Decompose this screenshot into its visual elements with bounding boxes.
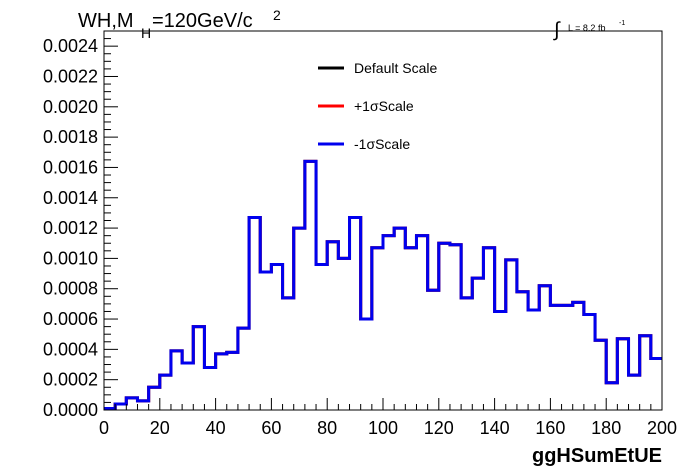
- luminosity-label: ∫ L = 8.2 fb -1: [553, 19, 625, 41]
- y-tick-label: 0.0020: [43, 97, 98, 117]
- series-line-3: [104, 159, 662, 410]
- luminosity-superscript: -1: [619, 20, 625, 27]
- x-tick-label: 80: [317, 418, 337, 438]
- luminosity-text: L = 8.2 fb: [568, 23, 605, 33]
- y-tick-label: 0.0024: [43, 36, 98, 56]
- legend-entry: +1σScale: [354, 98, 414, 114]
- y-tick-label: 0.0022: [43, 66, 98, 86]
- x-tick-label: 120: [424, 418, 454, 438]
- legend-entry: Default Scale: [354, 60, 437, 76]
- x-axis-label: ggHSumEtUE: [532, 445, 662, 467]
- y-tick-label: 0.0000: [43, 400, 98, 420]
- y-axis: 0.0000 0.0002 0.0004 0.0006 0.0008 0.0010 0.00…: [43, 30, 118, 420]
- x-tick-label: 40: [206, 418, 226, 438]
- x-tick-label: 100: [368, 418, 398, 438]
- y-tick-label: 0.0004: [43, 339, 98, 359]
- y-tick-label: 0.0018: [43, 127, 98, 147]
- x-tick-label: 180: [591, 418, 621, 438]
- y-tick-label: 0.0006: [43, 309, 98, 329]
- y-tick-label: 0.0010: [43, 248, 98, 268]
- x-tick-label: 60: [261, 418, 281, 438]
- legend: Default Scale +1σScale -1σScale: [318, 60, 437, 152]
- y-tick-label: 0.0002: [43, 370, 98, 390]
- x-tick-label: 160: [535, 418, 565, 438]
- title-superscript: 2: [273, 7, 281, 23]
- y-tick-label: 0.0014: [43, 188, 98, 208]
- y-tick-label: 0.0008: [43, 279, 98, 299]
- x-tick-label: 140: [480, 418, 510, 438]
- chart-title: WH,M H =120GeV/c 2: [78, 7, 281, 41]
- integral-symbol: ∫: [553, 19, 561, 41]
- y-tick-label: 0.0012: [43, 218, 98, 238]
- legend-entry: -1σScale: [354, 136, 410, 152]
- x-tick-label: 200: [647, 418, 677, 438]
- title-rest: =120GeV/c: [152, 10, 253, 32]
- x-tick-label: 20: [150, 418, 170, 438]
- title-subscript: H: [141, 25, 151, 41]
- y-tick-label: 0.0016: [43, 157, 98, 177]
- x-axis: 0 20 40 60 80 100 120 140 160 180 200: [99, 398, 677, 438]
- series-layer: [104, 159, 662, 410]
- x-tick-label: 0: [99, 418, 109, 438]
- title-main: WH,M: [78, 10, 134, 32]
